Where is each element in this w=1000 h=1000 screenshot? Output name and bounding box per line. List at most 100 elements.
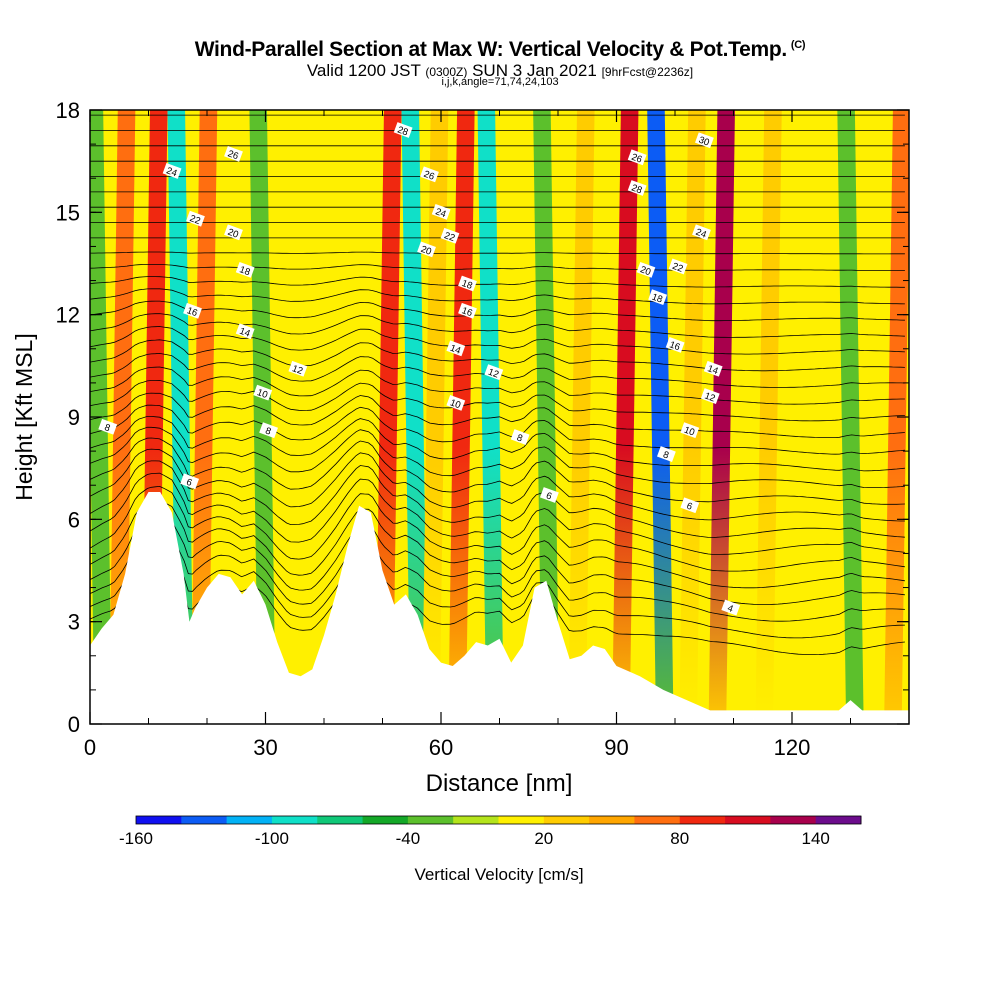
contour-label-bg — [668, 258, 688, 275]
contour-label: 6 — [680, 497, 700, 514]
x-tick-label: 60 — [429, 735, 453, 760]
theta-contour-line — [90, 448, 905, 522]
contour-label-bg — [235, 261, 255, 278]
y-tick-label: 6 — [68, 507, 80, 532]
contour-label-text: 14 — [448, 343, 462, 357]
contour-label: 10 — [680, 422, 700, 439]
contour-label: 26 — [224, 145, 243, 162]
contour-label-text: 16 — [668, 339, 682, 353]
contour-label: 4 — [721, 599, 741, 616]
contour-label-bg — [510, 429, 530, 445]
contour-label-text: 12 — [486, 367, 500, 381]
contour-label-text: 10 — [255, 387, 269, 401]
contour-label: 24 — [162, 163, 182, 179]
chart-title-mark: (C) — [790, 39, 806, 51]
contour-label-text: 28 — [396, 124, 410, 138]
theta-contour-line — [90, 530, 905, 622]
colorbar-swatch — [725, 816, 771, 824]
contour-label-text: 26 — [422, 169, 436, 183]
contour-label: 20 — [224, 224, 243, 241]
contour-label-text: 28 — [630, 182, 644, 196]
contour-label-bg — [224, 145, 243, 162]
theta-contour-line — [90, 392, 905, 439]
velocity-band — [647, 110, 674, 724]
colorbar-swatch — [589, 816, 635, 824]
contour-label-text: 6 — [185, 477, 194, 489]
contour-label-text: 24 — [165, 165, 179, 179]
contour-label-text: 16 — [185, 305, 199, 319]
colorbar-label: Vertical Velocity [cm/s] — [414, 865, 583, 884]
colorbar-frame — [135, 815, 862, 825]
contour-label: 18 — [235, 261, 255, 278]
velocity-band — [612, 110, 639, 724]
colorbar-swatch — [679, 816, 726, 824]
x-tick-label: 30 — [253, 735, 277, 760]
contour-label-bg — [440, 227, 460, 244]
contour-label: 26 — [627, 149, 647, 166]
contour-label-bg — [162, 163, 182, 179]
contour-label-bg — [180, 473, 200, 490]
contour-label-bg — [680, 497, 700, 514]
y-tick-label: 9 — [68, 405, 80, 430]
contour-label-bg — [417, 241, 436, 258]
contour-label: 16 — [665, 336, 685, 353]
y-tick-label: 12 — [56, 303, 80, 328]
colorbar-swatch — [271, 816, 318, 824]
contour-label-text: 8 — [103, 422, 112, 434]
theta-contours — [90, 114, 905, 655]
contour-label-text: 6 — [685, 501, 694, 513]
contour-label: 22 — [668, 258, 688, 275]
contour-label-text: 12 — [703, 390, 717, 404]
colorbar-swatch — [407, 816, 454, 824]
colorbar-swatch — [362, 816, 409, 824]
chart-indices: i,j,k,angle=71,74,24,103 — [441, 76, 559, 88]
contour-label-bg — [183, 302, 202, 319]
contour-label: 20 — [636, 261, 656, 278]
contour-label-text: 30 — [697, 135, 711, 149]
contour-label-text: 14 — [238, 326, 252, 340]
contour-label-text: 22 — [188, 213, 202, 227]
velocity-band — [884, 110, 909, 724]
contour-label-text: 10 — [682, 425, 696, 439]
theta-contour-line — [90, 485, 905, 572]
contour-label: 18 — [648, 289, 668, 306]
contour-label: 20 — [417, 241, 436, 258]
contour-label-bg — [721, 599, 741, 616]
x-tick-label: 90 — [604, 735, 628, 760]
contour-label: 22 — [186, 210, 205, 227]
colorbar-swatch — [317, 816, 364, 824]
contour-label: 12 — [700, 388, 720, 404]
contour-label: 28 — [627, 180, 647, 196]
contour-label-text: 20 — [226, 227, 240, 241]
contour-label: 8 — [510, 429, 530, 445]
contour-label-bg — [288, 360, 308, 377]
theta-contour-line — [90, 460, 905, 538]
contour-label: 24 — [431, 203, 451, 220]
contour-label-bg — [703, 360, 723, 377]
contour-label: 10 — [253, 384, 273, 401]
contour-label-text: 12 — [290, 363, 304, 377]
contour-label: 22 — [440, 227, 460, 244]
colorbar-tick-label: -160 — [119, 829, 153, 848]
contour-label-text: 24 — [694, 227, 708, 241]
contour-label: 14 — [703, 360, 723, 377]
contour-label: 26 — [420, 166, 439, 183]
theta-contour-line — [90, 313, 905, 338]
chart-title: Wind-Parallel Section at Max W: Vertical… — [0, 38, 1000, 62]
velocity-band — [837, 110, 864, 724]
theta-contour-line — [90, 251, 905, 255]
contour-label-bg — [458, 302, 477, 319]
contour-label-bg — [98, 418, 118, 435]
colorbar: -160 -100 -40 20 80 140 — [119, 815, 862, 848]
contour-label: 8 — [98, 418, 118, 435]
x-tick-label: 120 — [774, 735, 811, 760]
contour-label-text: 16 — [460, 305, 474, 319]
contour-label-bg — [259, 422, 278, 439]
colorbar-tick-label: 80 — [670, 829, 689, 848]
theta-contour-line — [90, 416, 905, 472]
contour-label-text: 14 — [706, 363, 720, 377]
contour-label-bg — [484, 364, 504, 381]
contour-label-text: 26 — [630, 152, 644, 166]
contour-label-text: 18 — [238, 264, 252, 278]
